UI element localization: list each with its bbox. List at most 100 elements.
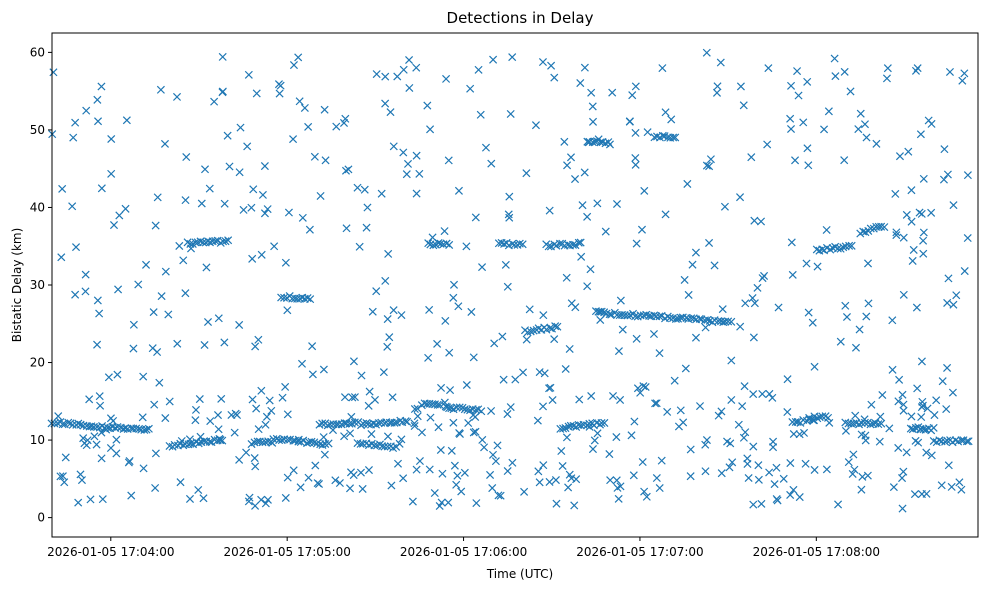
data-point [331, 476, 340, 485]
data-point [374, 419, 383, 428]
data-point [830, 54, 839, 63]
data-point [787, 238, 796, 247]
data-point [263, 205, 272, 214]
data-point [614, 347, 623, 356]
data-point [399, 474, 408, 483]
data-point [627, 431, 636, 440]
data-point [474, 65, 483, 74]
data-point [386, 108, 395, 117]
data-point [417, 428, 426, 437]
data-point [857, 419, 866, 428]
data-point [748, 294, 757, 303]
plot-frame [51, 32, 979, 538]
data-point [213, 411, 223, 420]
data-point [471, 427, 480, 436]
data-point [443, 403, 452, 412]
data-point [899, 406, 908, 415]
data-point [593, 429, 602, 438]
data-point [129, 320, 138, 329]
data-point [305, 225, 314, 234]
data-point [175, 241, 184, 250]
data-point [281, 493, 290, 502]
data-point [580, 63, 589, 72]
data-point [786, 114, 795, 123]
data-point [139, 372, 148, 381]
data-point [818, 245, 827, 254]
data-point [741, 428, 750, 437]
y-tick-label: 40 [30, 200, 45, 214]
data-point [320, 105, 329, 114]
data-point [225, 162, 234, 171]
data-point [522, 335, 531, 344]
data-point [858, 472, 867, 481]
data-point [249, 185, 258, 194]
data-point [357, 371, 366, 380]
data-point [350, 418, 359, 427]
data-point [251, 501, 260, 510]
data-point [243, 142, 252, 151]
data-point [341, 166, 351, 175]
data-point [150, 400, 159, 409]
data-point [951, 436, 960, 445]
data-point [787, 81, 796, 90]
data-point [930, 411, 939, 420]
data-point [768, 393, 777, 402]
data-point [638, 457, 647, 467]
data-point [631, 82, 640, 91]
data-point [683, 179, 692, 188]
data-point [505, 213, 514, 222]
data-point [919, 174, 928, 183]
data-point [757, 499, 766, 508]
data-point [447, 446, 456, 455]
data-point [831, 72, 840, 81]
data-point [138, 413, 147, 422]
y-tick-label: 10 [30, 433, 45, 447]
data-point [185, 494, 195, 503]
data-point [791, 156, 800, 165]
data-point [612, 433, 621, 442]
data-point [308, 342, 317, 351]
data-point [874, 420, 883, 429]
data-point [810, 465, 819, 474]
data-point [149, 308, 158, 317]
data-point [860, 418, 869, 427]
data-point [454, 186, 463, 195]
data-point [230, 428, 239, 437]
data-point [113, 422, 122, 432]
data-point [254, 335, 263, 344]
data-point [455, 429, 464, 438]
data-point [498, 332, 507, 341]
data-point [199, 238, 208, 247]
data-point [612, 476, 621, 485]
data-point [506, 109, 515, 118]
data-point [365, 387, 374, 396]
data-point [488, 484, 497, 493]
data-point [195, 395, 204, 404]
data-point [97, 184, 106, 193]
data-point [121, 424, 130, 433]
data-point [538, 402, 548, 411]
data-point [552, 499, 561, 508]
data-point [278, 393, 287, 402]
data-point [321, 156, 330, 165]
y-tick-label: 60 [30, 45, 45, 59]
data-point [434, 423, 443, 432]
data-point [214, 314, 223, 323]
data-point [206, 417, 215, 426]
data-point [710, 261, 719, 270]
data-point [102, 425, 111, 434]
data-point [553, 322, 562, 331]
data-point [458, 403, 467, 412]
data-point [910, 490, 919, 499]
data-point [937, 481, 946, 490]
data-point [389, 306, 398, 315]
data-point [799, 118, 808, 127]
data-point [847, 241, 856, 250]
data-point [642, 492, 651, 501]
data-point [875, 437, 884, 446]
data-point [194, 439, 203, 448]
data-point [942, 405, 951, 414]
data-point [442, 74, 451, 83]
data-point [403, 159, 413, 168]
data-point [221, 237, 230, 246]
